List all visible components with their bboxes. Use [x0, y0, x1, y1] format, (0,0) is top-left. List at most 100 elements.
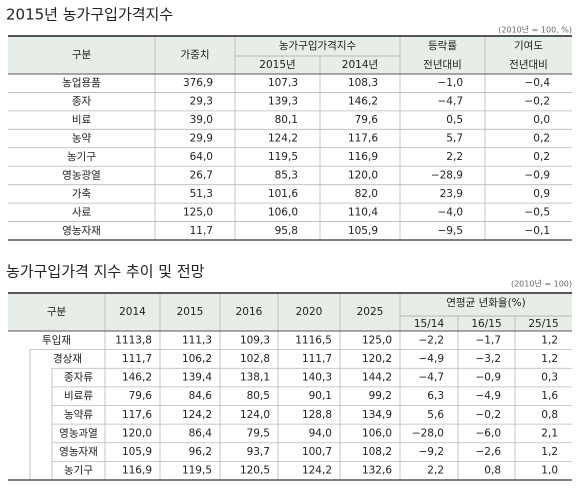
cell-value: 1,0 — [541, 465, 558, 477]
cell-value: 0,2 — [533, 133, 550, 145]
cell-value: 128,8 — [302, 409, 332, 421]
cell-value: 6,3 — [427, 390, 444, 402]
cell-value: 5,6 — [427, 409, 444, 421]
cell-value: 79,6 — [129, 390, 153, 402]
cell-value: 2,2 — [427, 465, 444, 477]
row-label: 영농광열 — [62, 169, 101, 181]
row-label: 농약류 — [64, 409, 93, 421]
cell-value: 124,2 — [182, 409, 212, 421]
row-label: 영농자재 — [59, 446, 98, 458]
cell-value: 106,2 — [182, 353, 212, 365]
cell-value: 0,8 — [484, 465, 501, 477]
cell-value: 125,0 — [362, 334, 392, 346]
cell-value: 140,3 — [302, 372, 332, 384]
row-label: 비료 — [72, 114, 92, 126]
cell-value: 117,6 — [348, 133, 378, 145]
row-label: 종자 — [72, 96, 92, 108]
header-cell: 농가구입가격지수 — [279, 39, 357, 52]
cell-value: 139,4 — [182, 372, 212, 384]
cell-value: 23,9 — [440, 188, 463, 200]
cell-value: 84,6 — [189, 390, 213, 402]
cell-value: 85,3 — [275, 169, 298, 181]
cell-value: 1113,8 — [115, 334, 152, 346]
cell-value: −4,0 — [438, 206, 464, 218]
cell-value: 110,4 — [348, 206, 378, 218]
unit-note: (2010년 = 100, %) — [498, 25, 572, 35]
header-cell: 25/15 — [528, 318, 558, 330]
cell-value: 117,6 — [122, 409, 152, 421]
cell-value: −1,0 — [438, 77, 464, 89]
cell-value: −0,9 — [476, 372, 502, 384]
cell-value: −9,2 — [419, 446, 445, 458]
cell-value: −0,2 — [476, 409, 502, 421]
cell-value: −2,6 — [476, 446, 502, 458]
cell-value: 86,4 — [189, 427, 213, 439]
cell-value: 11,7 — [190, 225, 213, 237]
header-cell: 2015 — [177, 306, 204, 318]
cell-value: 80,5 — [247, 390, 270, 402]
cell-value: 111,3 — [182, 334, 212, 346]
row-label: 농약 — [72, 133, 92, 145]
cell-value: 105,9 — [122, 446, 152, 458]
cell-value: 101,6 — [268, 188, 298, 200]
cell-value: 120,0 — [122, 427, 152, 439]
cell-value: 139,3 — [268, 96, 298, 108]
row-label: 농기구 — [64, 465, 93, 477]
row-label: 영농과열 — [59, 427, 98, 439]
cell-value: −0,5 — [525, 206, 551, 218]
cell-value: 376,9 — [183, 77, 213, 89]
cell-value: −4,9 — [476, 390, 502, 402]
header-cell: 2015년 — [259, 59, 295, 71]
header-cell: 2016 — [236, 306, 263, 318]
cell-value: 144,2 — [362, 372, 392, 384]
cell-value: 116,9 — [122, 465, 152, 477]
cell-value: 80,1 — [275, 114, 298, 126]
header-cell: 2025 — [357, 306, 384, 318]
header-cell: 전년대비 — [509, 59, 548, 71]
cell-value: 0,8 — [541, 409, 558, 421]
row-label: 비료류 — [64, 390, 93, 402]
cell-value: −9,5 — [438, 225, 464, 237]
cell-value: 120,0 — [348, 169, 378, 181]
header-cell: 16/15 — [471, 318, 501, 330]
header-cell: 구분 — [47, 306, 67, 318]
header-bg — [8, 293, 572, 331]
cell-value: −0,9 — [525, 169, 551, 181]
cell-value: 0,3 — [541, 372, 558, 384]
cell-value: 82,0 — [355, 188, 378, 200]
cell-value: 100,7 — [302, 446, 332, 458]
header-cell: 2014 — [119, 306, 146, 318]
cell-value: 93,7 — [247, 446, 270, 458]
cell-value: 119,5 — [268, 151, 298, 163]
row-label: 영농자재 — [62, 225, 101, 237]
cell-value: −3,2 — [476, 353, 502, 365]
row-label: 사료 — [72, 206, 92, 218]
cell-value: 111,7 — [122, 353, 152, 365]
cell-value: −4,7 — [419, 372, 445, 384]
row-label: 경상재 — [53, 352, 82, 365]
cell-value: 105,9 — [348, 225, 378, 237]
cell-value: 94,0 — [309, 427, 332, 439]
header-cell: 기여도 — [514, 40, 543, 52]
cell-value: 95,8 — [275, 225, 298, 237]
header-bg — [8, 36, 572, 74]
cell-value: 64,0 — [190, 151, 213, 163]
row-label: 종자류 — [64, 372, 93, 384]
cell-value: 0,2 — [533, 151, 550, 163]
cell-value: 107,3 — [268, 77, 298, 89]
cell-value: −0,4 — [525, 77, 551, 89]
cell-value: 124,0 — [240, 409, 270, 421]
cell-value: 119,5 — [182, 465, 212, 477]
cell-value: 39,0 — [190, 114, 213, 126]
cell-value: 108,3 — [348, 77, 378, 89]
header-cell: 등락률 — [428, 40, 457, 52]
cell-value: 1,2 — [541, 334, 558, 346]
cell-value: 29,3 — [190, 96, 213, 108]
cell-value: 146,2 — [122, 372, 152, 384]
cell-value: 0,0 — [533, 114, 550, 126]
cell-value: 2,1 — [541, 427, 558, 439]
cell-value: −4,7 — [438, 96, 464, 108]
cell-value: 108,2 — [362, 446, 392, 458]
cell-value: 99,2 — [369, 390, 392, 402]
